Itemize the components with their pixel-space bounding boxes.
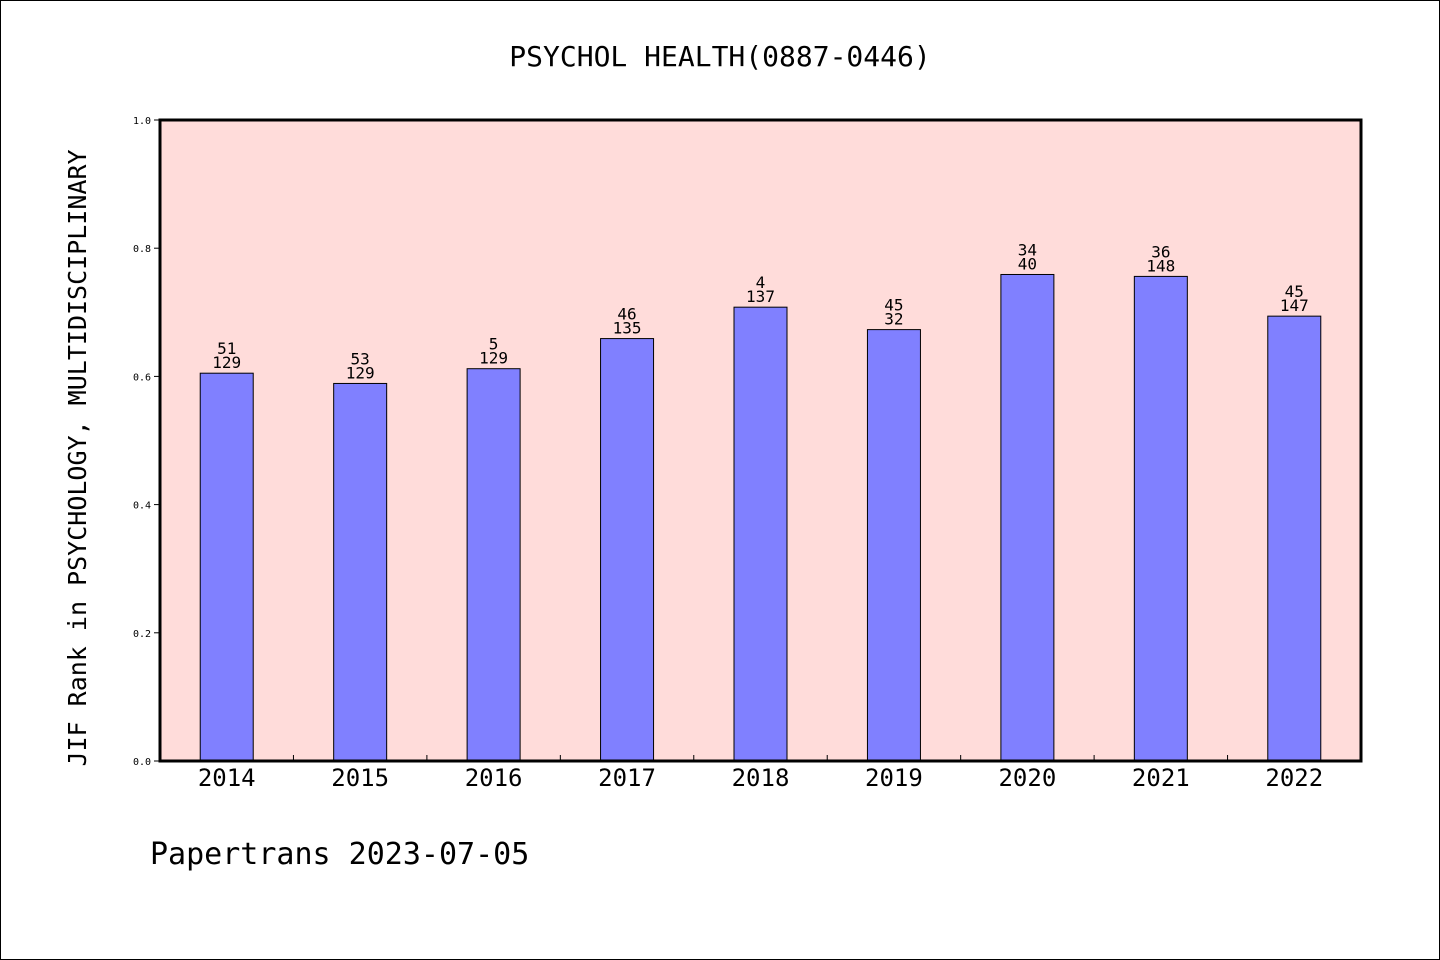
bar-2018 [733, 306, 788, 762]
data-label-top: 36 [1151, 242, 1170, 261]
y-tick-label: 0.4 [133, 501, 151, 512]
data-label-top: 45 [1285, 282, 1304, 301]
y-tick-label: 0.6 [133, 372, 151, 383]
data-label-top: 34 [1018, 240, 1037, 259]
data-label-top: 4 [756, 273, 766, 292]
data-label-bottom: 129 [212, 353, 241, 372]
data-label-bottom: 129 [479, 349, 508, 368]
bar-2015 [333, 382, 388, 762]
bar-2014 [199, 372, 254, 762]
x-tick-label: 2014 [198, 764, 256, 792]
chart-title: PSYCHOL HEALTH(0887-0446) [509, 40, 930, 73]
data-label-top: 51 [217, 339, 236, 358]
data-label-top: 46 [617, 305, 636, 324]
x-tick-label: 2015 [331, 764, 389, 792]
x-tick-label: 2017 [598, 764, 656, 792]
data-label-top: 53 [351, 349, 370, 368]
footer-text: Papertrans 2023-07-05 [150, 837, 529, 872]
x-tick-label: 2016 [465, 764, 523, 792]
bar-2021 [1133, 275, 1188, 762]
x-tick-label: 2022 [1265, 764, 1323, 792]
data-label-bottom: 32 [884, 310, 903, 329]
bar-2017 [600, 338, 655, 762]
x-tick-label: 2020 [998, 764, 1056, 792]
data-labels: 5112920145312920155129201646135201741372… [198, 240, 1323, 792]
x-tick-label: 2018 [732, 764, 790, 792]
data-label-top: 5 [489, 335, 499, 354]
y-tick-label: 0.8 [133, 244, 151, 255]
bar-2020 [1000, 273, 1055, 762]
bar-2019 [866, 329, 921, 762]
data-label-bottom: 40 [1018, 254, 1037, 273]
data-label-bottom: 147 [1280, 296, 1309, 315]
x-tick-label: 2021 [1132, 764, 1190, 792]
y-axis-label: JIF Rank in PSYCHOLOGY, MULTIDISCIPLINAR… [63, 149, 92, 766]
data-label-bottom: 137 [746, 287, 775, 306]
data-label-bottom: 129 [346, 363, 375, 382]
data-label-bottom: 135 [613, 319, 642, 338]
x-tick-label: 2019 [865, 764, 923, 792]
bar-2022 [1267, 315, 1322, 762]
data-label-top: 45 [884, 296, 903, 315]
y-tick-label: 0.2 [133, 629, 151, 640]
y-tick-label: 1.0 [133, 116, 151, 127]
data-label-bottom: 148 [1146, 256, 1175, 275]
bars [199, 273, 1322, 762]
y-tick-label: 0.0 [133, 757, 151, 768]
bar-2016 [466, 368, 521, 762]
plot-border [158, 118, 1363, 763]
